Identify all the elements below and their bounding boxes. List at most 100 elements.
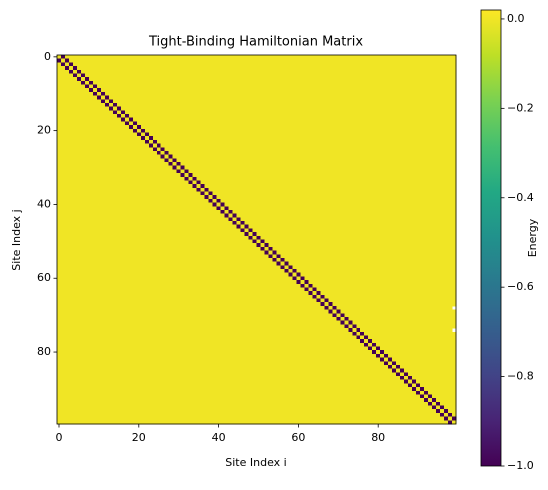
heatmap-cell [248,228,253,233]
heatmap-cell [352,121,357,126]
heatmap-cell [424,209,429,215]
heatmap-cell [352,55,357,60]
heatmap-cell [128,66,134,71]
heatmap-cell [312,77,317,82]
heatmap-cell [180,99,186,104]
heatmap-cell [88,198,94,203]
heatmap-cell [380,77,385,82]
heatmap-cell [60,95,66,100]
heatmap-cell [192,195,198,200]
heatmap-cell [332,77,337,82]
heatmap-cell [252,232,257,237]
heatmap-cell [108,232,114,237]
heatmap-cell [57,150,62,156]
heatmap-cell [280,121,285,126]
heatmap-cell [324,128,329,133]
heatmap-cell [68,198,74,203]
heatmap-cell [112,180,118,185]
heatmap-cell [328,206,333,211]
heatmap-cell [200,106,206,111]
heatmap-cell [344,191,349,196]
heatmap-cell [328,80,333,85]
heatmap-cell [416,102,421,108]
heatmap-cell [360,110,365,115]
heatmap-cell [212,162,217,167]
heatmap-cell [420,154,425,159]
heatmap-cell [244,217,249,222]
heatmap-cell [432,221,437,226]
heatmap-cell [160,221,166,226]
heatmap-cell [116,206,122,211]
heatmap-cell [332,110,337,115]
heatmap-cell [108,136,114,141]
heatmap-cell [376,117,381,122]
heatmap-cell [80,173,86,178]
heatmap-cell [352,191,357,196]
heatmap-cell [152,128,158,133]
heatmap-cell [332,224,337,229]
heatmap-cell [396,162,401,167]
heatmap-cell [448,195,453,200]
heatmap-cell [384,184,389,189]
heatmap-cell [148,180,154,185]
heatmap-cell [308,132,313,137]
heatmap-cell [240,191,245,196]
heatmap-cell [224,106,229,111]
heatmap-cell [68,80,74,85]
heatmap-cell [392,139,397,144]
heatmap-cell [120,180,126,185]
heatmap-cell [164,139,170,144]
heatmap-cell [320,165,325,170]
heatmap-cell [176,125,182,130]
heatmap-cell [292,66,297,71]
heatmap-cell [120,55,126,60]
heatmap-cell [392,66,397,71]
heatmap-cell [292,224,297,229]
heatmap-cell [388,80,393,85]
heatmap-cell [356,102,361,108]
heatmap-cell [112,62,118,67]
heatmap-cell [440,209,445,215]
heatmap-cell [72,206,78,211]
heatmap-cell [116,88,122,93]
heatmap-cell [316,73,321,78]
heatmap-cell [348,139,353,144]
heatmap-cell [136,128,142,133]
heatmap-cell [132,91,138,96]
heatmap-cell [84,169,90,174]
heatmap-cell [72,235,78,240]
heatmap-cell [400,84,405,89]
heatmap-cell [344,77,349,82]
heatmap-cell [160,69,166,74]
heatmap-cell [412,58,417,63]
heatmap-cell [404,150,409,156]
heatmap-cell [440,95,445,100]
heatmap-cell [312,165,317,170]
heatmap-cell [192,191,198,196]
heatmap-cell [88,165,94,170]
heatmap-cell [57,102,62,108]
heatmap-cell [160,125,166,130]
heatmap-cell [412,187,417,192]
heatmap-cell [376,165,381,170]
heatmap-cell [336,221,341,226]
heatmap-cell [260,224,265,229]
heatmap-cell [104,102,110,108]
heatmap-cell [412,55,417,60]
heatmap-cell [76,106,82,111]
heatmap-cell [360,114,365,119]
heatmap-cell [148,132,154,137]
heatmap-cell [444,198,449,203]
heatmap-cell [332,73,337,78]
heatmap-cell [196,110,202,115]
heatmap-cell [336,198,341,203]
heatmap-cell [340,114,345,119]
heatmap-cell [224,202,229,207]
heatmap-cell [440,202,445,207]
heatmap-cell [240,110,245,115]
heatmap-cell [100,121,106,126]
heatmap-cell [168,180,174,185]
heatmap-cell [144,176,150,181]
heatmap-cell [72,125,78,130]
heatmap-cell [332,125,337,130]
